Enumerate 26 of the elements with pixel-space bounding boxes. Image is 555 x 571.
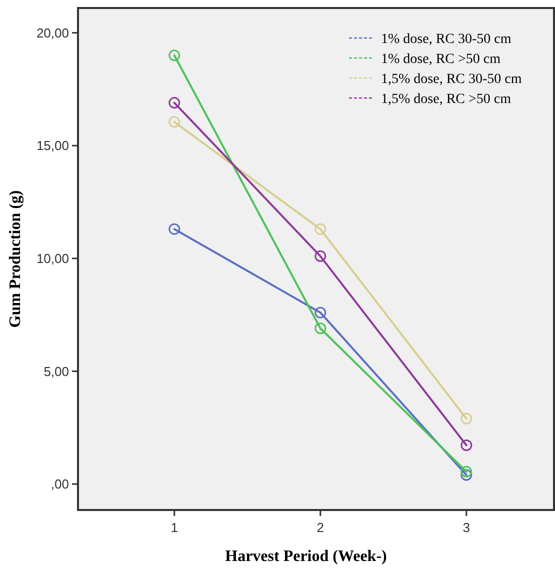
legend-label: 1% dose, RC >50 cm <box>381 52 501 67</box>
y-tick-label: 15,00 <box>36 138 69 154</box>
point <box>314 322 326 334</box>
x-tick-label: 1 <box>170 520 178 535</box>
x-tick-label: 2 <box>316 520 324 535</box>
y-tick-label: 10,00 <box>36 250 69 266</box>
point <box>314 306 326 318</box>
point <box>168 97 180 109</box>
y-tick-label: 20,00 <box>36 25 69 40</box>
point <box>168 116 180 128</box>
point <box>168 50 180 62</box>
point <box>460 412 472 424</box>
y-tick-label: 5,00 <box>44 364 69 379</box>
point <box>314 223 326 235</box>
point <box>168 223 180 235</box>
point <box>460 469 472 481</box>
point <box>460 440 472 451</box>
y-tick-label: ,00 <box>50 476 69 492</box>
x-axis-title: Harvest Period (Week-) <box>225 548 387 565</box>
x-tick-label: 3 <box>462 520 470 535</box>
point <box>314 250 326 262</box>
y-axis-title: Gum Production (g) <box>7 190 24 328</box>
point <box>460 466 472 478</box>
legend-label: 1,5% dose, RC >50 cm <box>381 92 512 107</box>
legend-label: 1,5% dose, RC 30-50 cm <box>381 72 522 87</box>
legend-label: 1% dose, RC 30-50 cm <box>381 32 512 47</box>
